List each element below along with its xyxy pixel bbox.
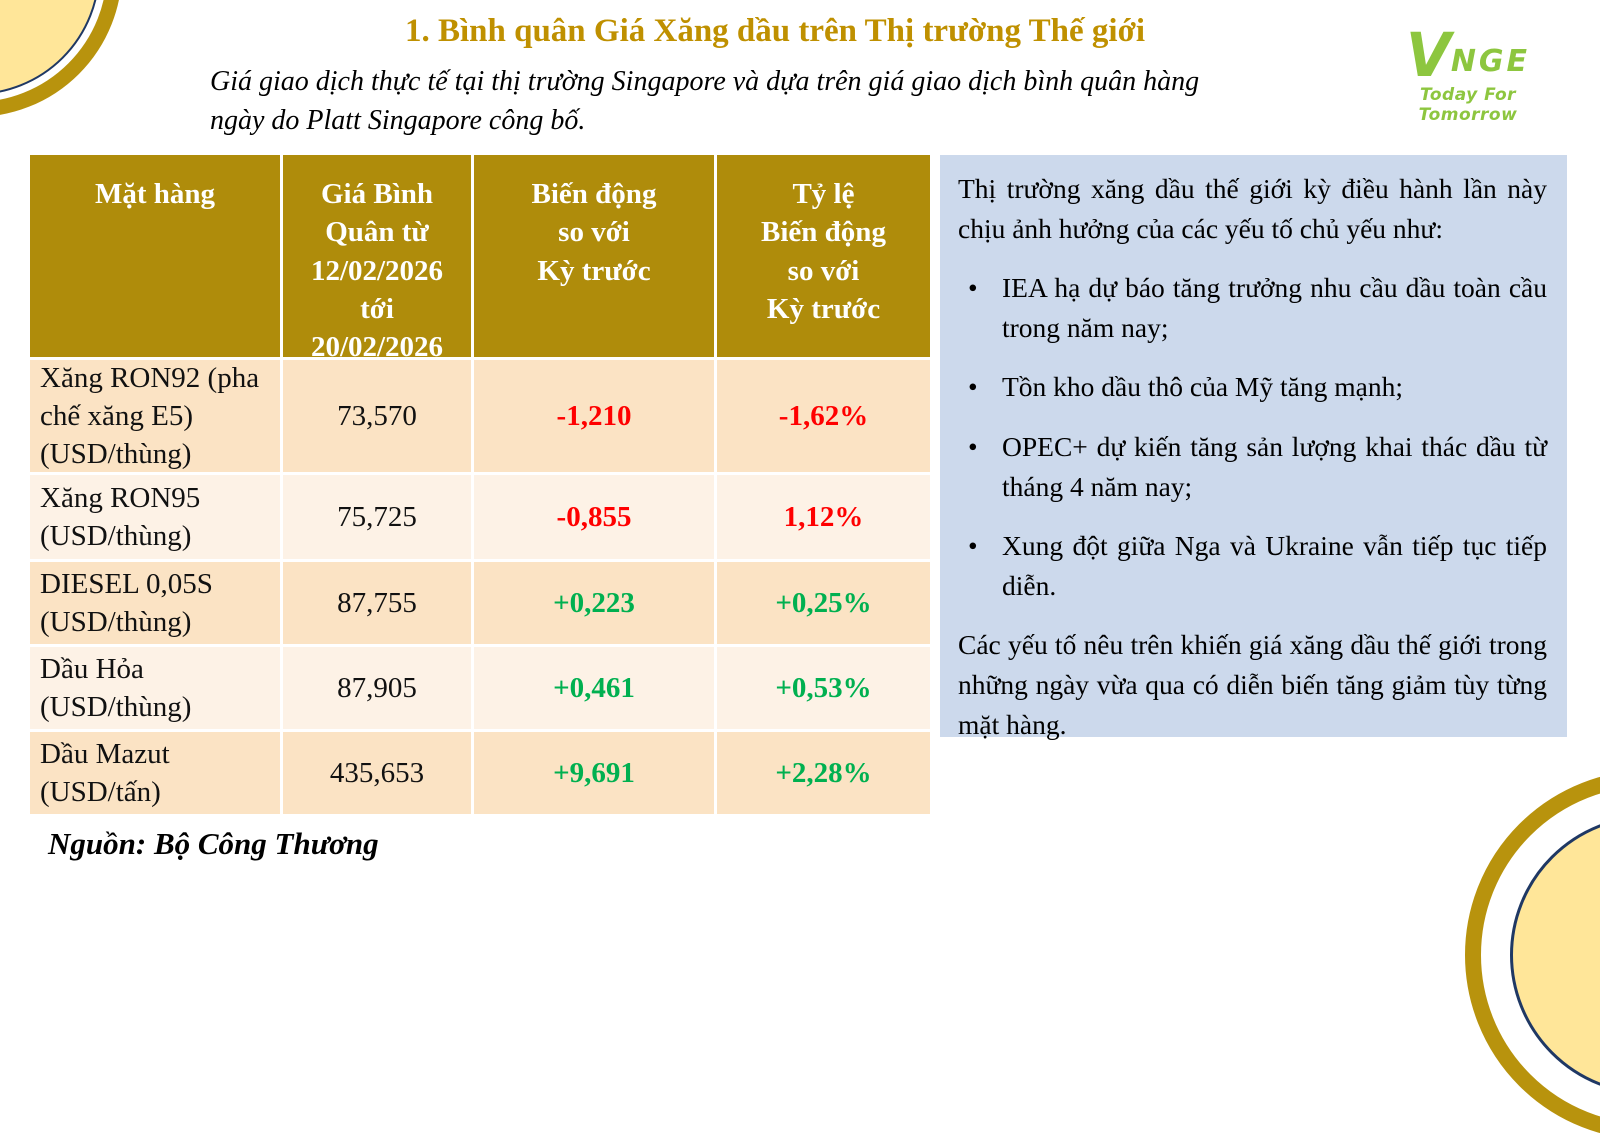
table-row3-price: 87,755 [283, 562, 471, 644]
panel-bullet-text: OPEC+ dự kiến tăng sản lượng khai thác d… [1002, 430, 1547, 502]
panel-intro: Thị trường xăng dầu thế giới kỳ điều hàn… [958, 173, 1547, 244]
table-row4-price: 87,905 [283, 647, 471, 729]
table-row2-item: Xăng RON95 (USD/thùng) [30, 475, 280, 559]
vnge-logo: V NGE Today For Tomorrow [1378, 19, 1558, 126]
table-row1-change: -1,210 [474, 360, 714, 472]
logo-wordmark: V NGE [1378, 19, 1558, 91]
table-header-col2: Giá Bình Quân từ 12/02/2026 tới 20/02/20… [283, 155, 471, 363]
panel-bullet-list: • IEA hạ dự báo tăng trưởng nhu cầu dầu t… [958, 268, 1547, 605]
bullet-marker-icon: • [968, 272, 978, 304]
table-header-col1: Mặt hàng [30, 155, 280, 357]
table-row5-item: Dầu Mazut (USD/tấn) [30, 732, 280, 814]
panel-bullet-4: • Xung đột giữa Nga và Ukraine vẫn tiếp t… [958, 526, 1547, 605]
decorative-ring-bottom-right [1465, 770, 1600, 1140]
bullet-marker-icon: • [968, 530, 978, 562]
table-row5-price: 435,653 [283, 732, 471, 814]
panel-bullet-text: IEA hạ dự báo tăng trưởng nhu cầu dầu to… [1002, 272, 1547, 343]
decorative-ring-top-left [0, 0, 122, 117]
panel-bullet-text: Xung đột giữa Nga và Ukraine vẫn tiếp tụ… [1002, 530, 1547, 601]
table-row3-percent: +0,25% [717, 562, 930, 644]
panel-bullet-3: • OPEC+ dự kiến tăng sản lượng khai thác … [958, 427, 1547, 506]
table-row5-change: +9,691 [474, 732, 714, 814]
source-caption: Nguồn: Bộ Công Thương [48, 826, 379, 861]
panel-outro: Các yếu tố nêu trên khiến giá xăng dầu t… [958, 629, 1547, 740]
bullet-marker-icon: • [968, 430, 978, 462]
table-row4-item: Dầu Hỏa (USD/thùng) [30, 647, 280, 729]
panel-bullet-text: Tồn kho dầu thô của Mỹ tăng mạnh; [1002, 371, 1403, 403]
page-subtitle: Giá giao dịch thực tế tại thị trường Sin… [210, 66, 1200, 137]
price-table: Mặt hàng Giá Bình Quân từ 12/02/2026 tới … [30, 155, 930, 814]
table-row3-change: +0,223 [474, 562, 714, 644]
table-row3-item: DIESEL 0,05S (USD/thùng) [30, 562, 280, 644]
logo-v-icon: V [1405, 19, 1451, 91]
logo-tagline: Today For Tomorrow [1418, 85, 1518, 126]
table-row5-percent: +2,28% [717, 732, 930, 814]
table-row2-price: 75,725 [283, 475, 471, 559]
logo-letters: NGE [1450, 44, 1531, 80]
panel-bullet-1: • IEA hạ dự báo tăng trưởng nhu cầu dầu t… [958, 268, 1547, 347]
panel-bullet-2: • Tồn kho dầu thô của Mỹ tăng mạnh; [958, 367, 1547, 407]
table-header-col4: Tỷ lệ Biến động so với Kỳ trước [717, 155, 930, 357]
table-row4-change: +0,461 [474, 647, 714, 729]
table-row4-percent: +0,53% [717, 647, 930, 729]
market-analysis-panel: Thị trường xăng dầu thế giới kỳ điều hàn… [940, 155, 1567, 740]
bullet-marker-icon: • [968, 371, 978, 403]
table-row2-change: -0,855 [474, 475, 714, 559]
table-row2-percent: 1,12% [717, 475, 930, 559]
table-row1-item: Xăng RON92 (pha chế xăng E5) (USD/thùng) [30, 360, 280, 472]
table-header-col3: Biến động so với Kỳ trước [474, 155, 714, 357]
table-row1-percent: -1,62% [717, 360, 930, 472]
table-row1-price: 73,570 [283, 360, 471, 472]
page-title: 1. Bình quân Giá Xăng dầu trên Thị trườn… [404, 13, 1146, 49]
